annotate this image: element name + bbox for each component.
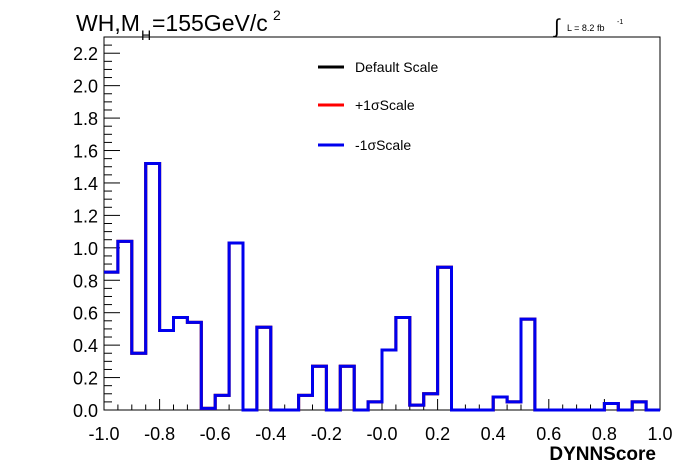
y-tick-label: 2.2 bbox=[73, 44, 98, 64]
x-tick-label: 0.8 bbox=[592, 424, 617, 444]
x-tick-label: -1.0 bbox=[88, 424, 119, 444]
title-rest: =155GeV/c bbox=[152, 10, 268, 36]
x-axis-label: DYNNScore bbox=[549, 444, 656, 465]
title-main: WH,M bbox=[76, 10, 140, 36]
title-superscript: 2 bbox=[273, 7, 281, 23]
y-tick-label: 2.0 bbox=[73, 77, 98, 97]
series-line-2 bbox=[104, 161, 660, 412]
lumi-text: L = 8.2 fb bbox=[567, 23, 604, 33]
x-tick-label: -0.6 bbox=[200, 424, 231, 444]
x-tick-label: -0.0 bbox=[366, 424, 397, 444]
title-subscript: H bbox=[141, 27, 151, 43]
y-tick-label: 1.2 bbox=[73, 206, 98, 226]
y-tick-label: 1.6 bbox=[73, 142, 98, 162]
legend-label: Default Scale bbox=[355, 59, 438, 75]
x-tick-label: -0.4 bbox=[255, 424, 286, 444]
legend-label: +1σScale bbox=[355, 97, 415, 113]
y-tick-label: 0.6 bbox=[73, 304, 98, 324]
y-tick-label: 1.0 bbox=[73, 239, 98, 259]
y-tick-label: 0.8 bbox=[73, 271, 98, 291]
y-tick-label: 0.2 bbox=[73, 369, 98, 389]
legend-label: -1σScale bbox=[355, 137, 411, 153]
chart-title: WH,M H =155GeV/c 2 bbox=[76, 7, 281, 43]
x-tick-label: -0.2 bbox=[311, 424, 342, 444]
x-tick-label: 1.0 bbox=[647, 424, 672, 444]
y-tick-label: 0.4 bbox=[73, 336, 98, 356]
x-tick-labels: -1.0 -0.8 -0.6 -0.4 -0.2 -0.0 0.2 0.4 0.6 0.8 1.0 bbox=[88, 424, 672, 444]
x-tick-label: 0.4 bbox=[481, 424, 506, 444]
x-tick-label: 0.6 bbox=[536, 424, 561, 444]
x-tick-label: -0.8 bbox=[144, 424, 175, 444]
luminosity-label: ∫ L = 8.2 fb -1 bbox=[553, 16, 623, 38]
lumi-superscript: -1 bbox=[617, 19, 623, 26]
integral-sign-icon: ∫ bbox=[553, 16, 561, 38]
y-tick-labels: 0.0 0.2 0.4 0.6 0.8 1.0 1.2 1.4 1.6 1.8 2.0 2.2 bbox=[73, 44, 98, 421]
y-tick-label: 1.4 bbox=[73, 174, 98, 194]
legend: Default Scale +1σScale -1σScale bbox=[318, 59, 438, 153]
y-tick-label: 0.0 bbox=[73, 401, 98, 421]
y-tick-label: 1.8 bbox=[73, 109, 98, 129]
histogram-series bbox=[104, 161, 660, 412]
x-tick-label: 0.2 bbox=[425, 424, 450, 444]
